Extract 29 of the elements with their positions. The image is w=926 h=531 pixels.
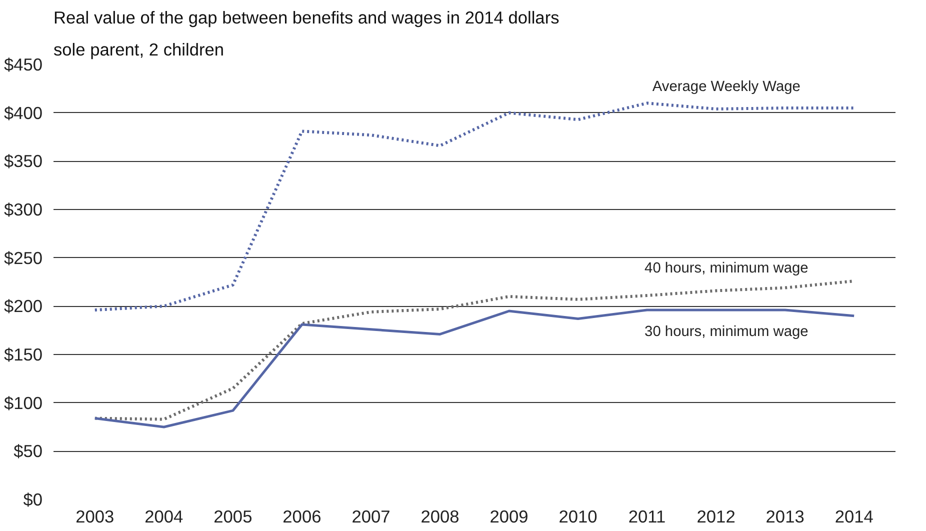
x-tick-label: 2006 — [282, 506, 322, 526]
y-tick-label: $150 — [4, 344, 43, 364]
y-tick-label: $0 — [23, 490, 43, 510]
x-tick-label: 2010 — [558, 506, 598, 526]
x-tick-label: 2011 — [628, 506, 666, 526]
line-series — [94, 308, 856, 428]
y-tick-label: $400 — [4, 102, 43, 123]
x-tick-label: 2009 — [490, 506, 528, 526]
x-tick-label: 2007 — [352, 506, 390, 526]
x-tick-label: 2014 — [834, 506, 874, 526]
chart-subtitle: sole parent, 2 children — [54, 40, 224, 60]
y-tick-label: $50 — [14, 441, 43, 462]
series-label: 30 hours, minimum wage — [644, 324, 808, 340]
line-series — [93, 102, 856, 312]
y-tick-label: $350 — [4, 151, 43, 172]
y-tick-label: $250 — [4, 248, 43, 268]
series-label: 40 hours, minimum wage — [644, 260, 808, 277]
x-tick-label: 2005 — [214, 506, 252, 526]
x-tick-label: 2004 — [144, 506, 184, 526]
series-label: Average Weekly Wage — [652, 78, 800, 95]
y-tick-label: $100 — [4, 392, 43, 413]
chart-title: Real value of the gap between benefits and wages in 2014 dollars — [54, 8, 560, 28]
x-tick-label: 2013 — [766, 506, 804, 526]
x-tick-label: 2012 — [696, 506, 736, 526]
x-tick-label: 2008 — [420, 506, 460, 526]
y-tick-label: $200 — [4, 296, 43, 316]
x-tick-label: 2003 — [76, 506, 114, 526]
y-tick-label: $450 — [4, 54, 43, 74]
y-tick-label: $300 — [4, 200, 43, 220]
